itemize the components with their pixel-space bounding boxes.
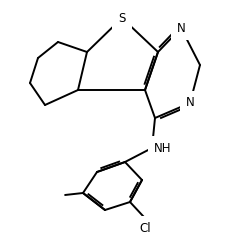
Text: S: S xyxy=(118,12,125,24)
Text: NH: NH xyxy=(153,142,171,155)
Text: Cl: Cl xyxy=(138,222,150,235)
Text: N: N xyxy=(185,96,194,109)
Text: N: N xyxy=(176,22,185,35)
